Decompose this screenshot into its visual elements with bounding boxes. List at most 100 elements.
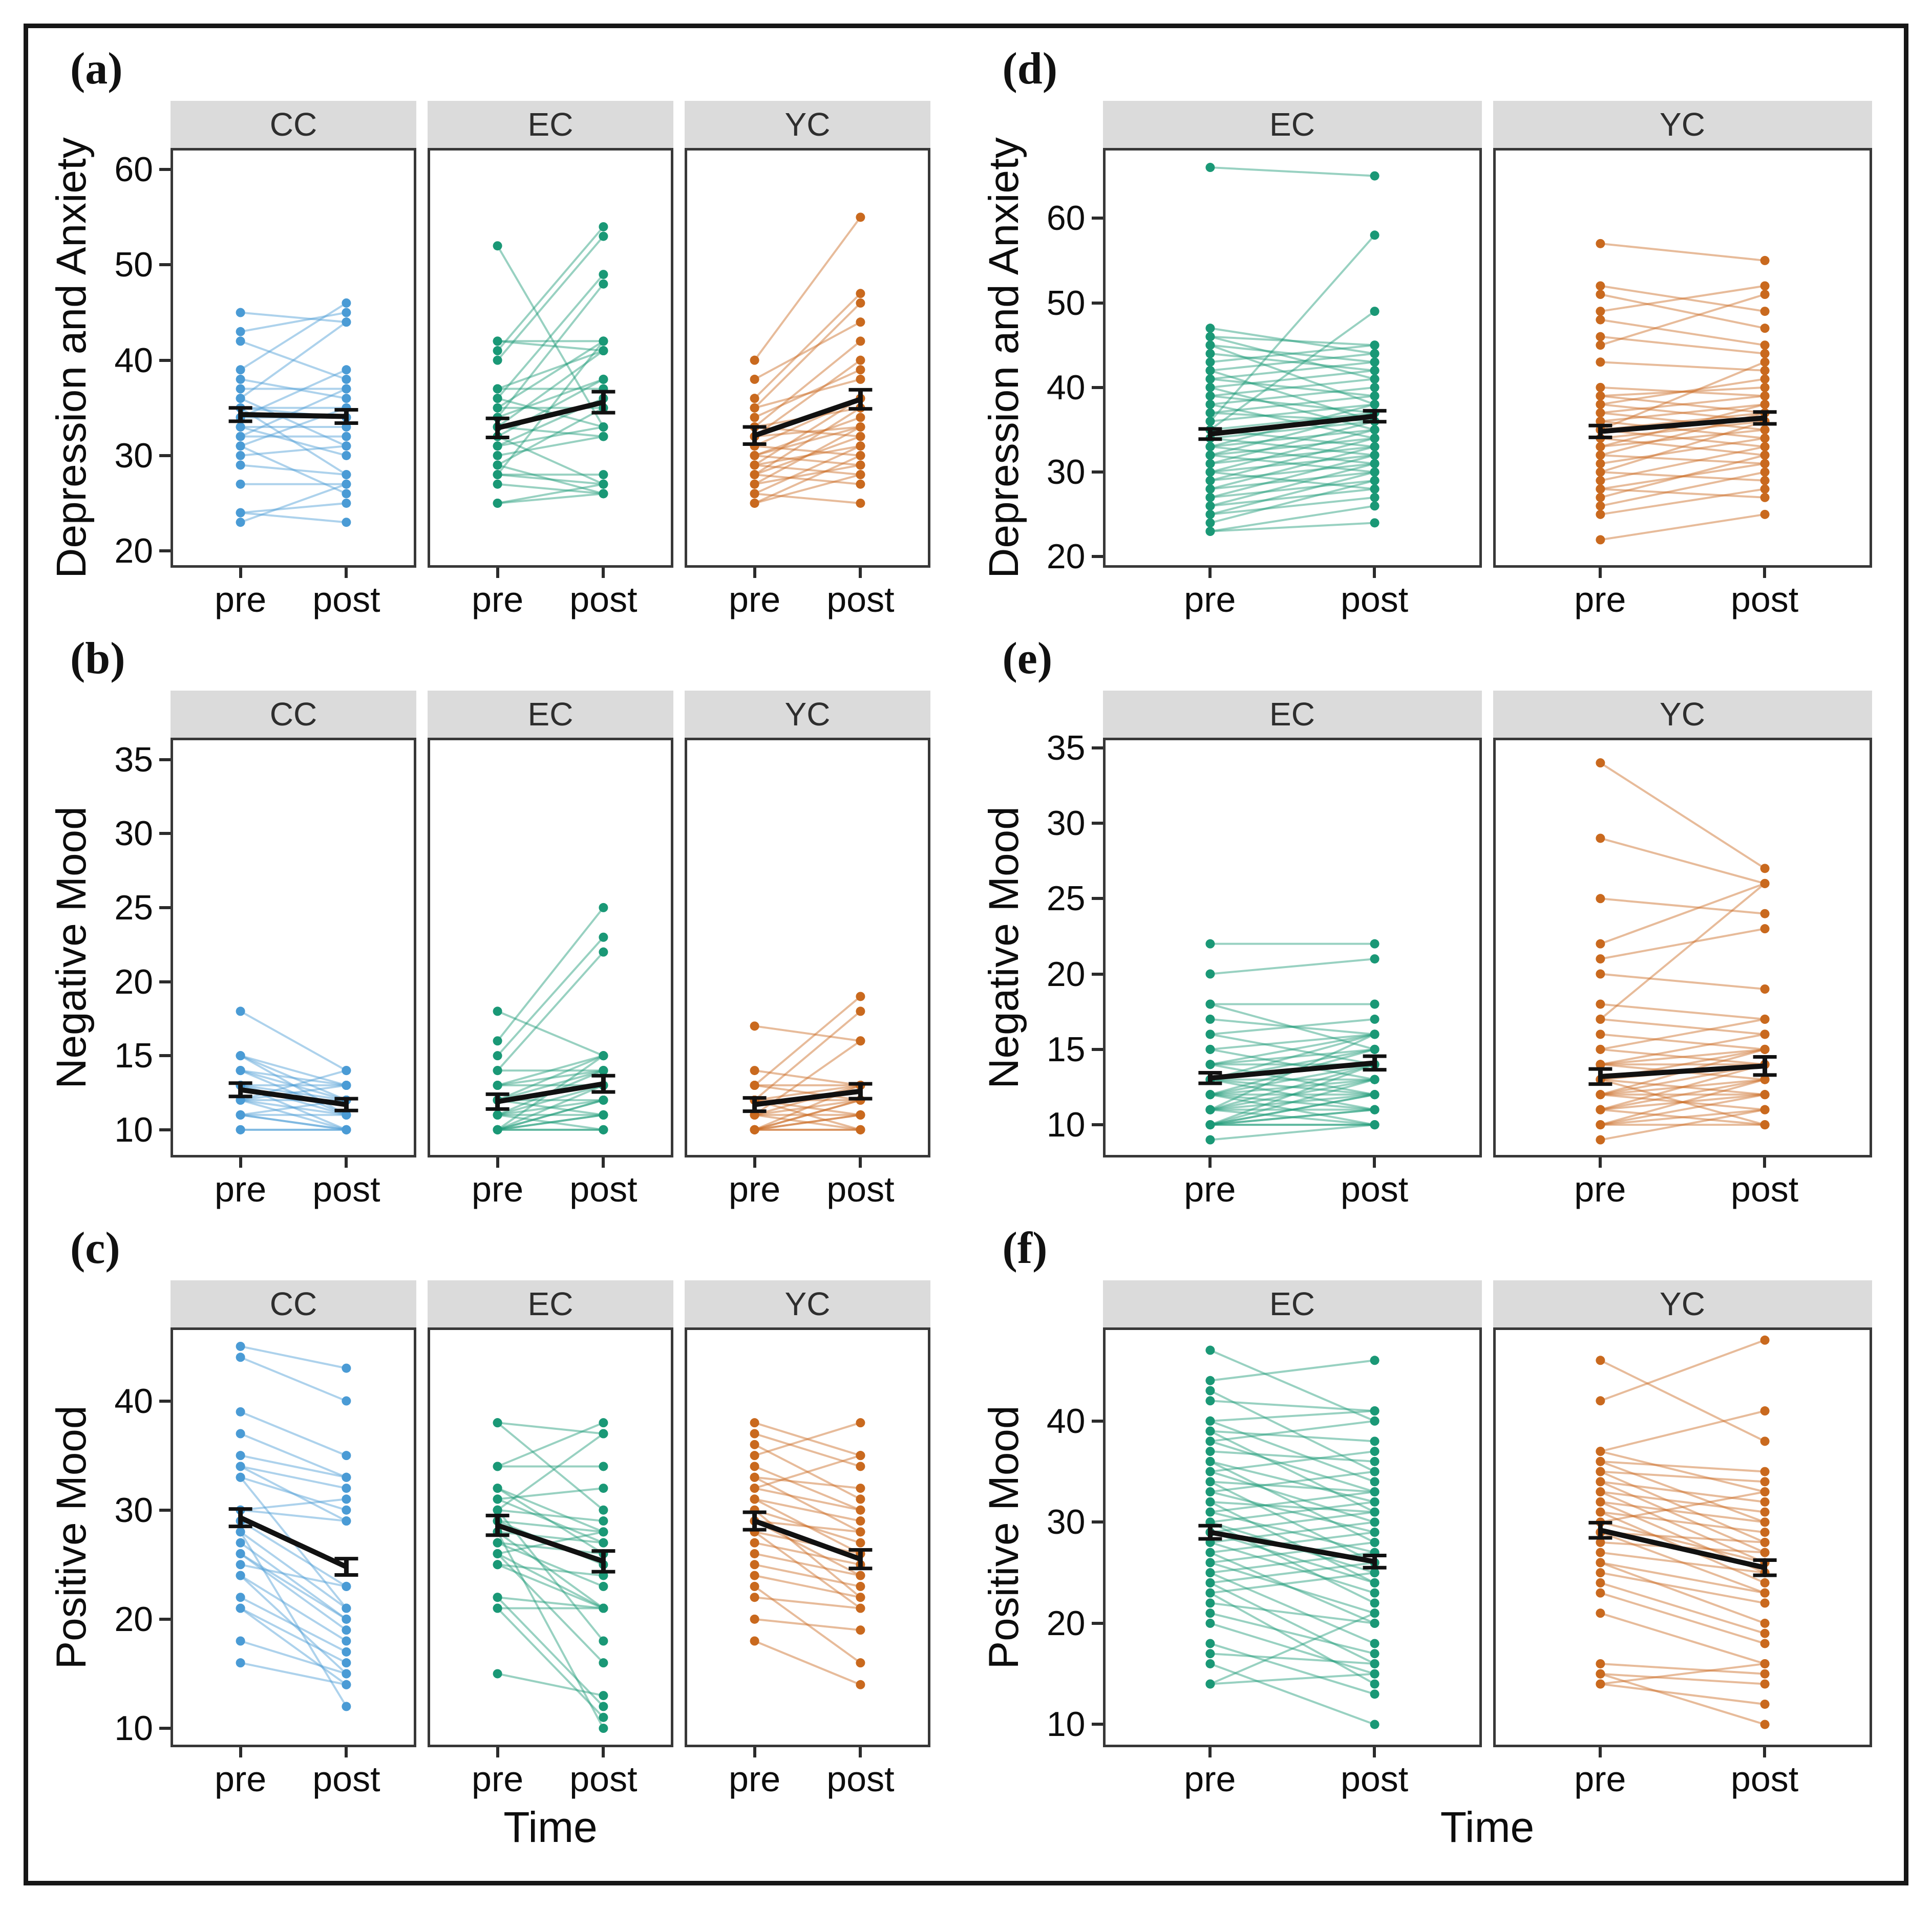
panel-a-body: Depression and Anxiety 20 30 40 50 60 CC pre pos… [41,101,959,621]
facet-plot [228,298,358,527]
x-tick-row: pre post [1103,1157,1482,1211]
x-tick-label: post [569,1169,638,1209]
x-tick-label: post [1340,1759,1409,1799]
y-tick-mark [1091,972,1103,976]
x-tick-label: pre [1184,1169,1236,1209]
panel-d-tag: (d) [1002,44,1058,94]
y-tick-mark [159,1054,171,1058]
facet-strip: YC [685,691,930,738]
y-tick-column: 10 20 30 40 [1034,1280,1103,1747]
x-tick-mark [753,568,756,578]
facet-plot-area [428,148,673,568]
y-tick-mark [159,980,171,983]
y-tick-label: 30 [1046,453,1086,492]
x-tick-mark [239,1157,242,1168]
y-tick-label: 10 [114,1110,153,1149]
facet-plot [485,903,615,1134]
x-tick-mark [1763,568,1767,578]
y-tick-mark [159,454,171,457]
subject-lines-group [1595,1335,1770,1729]
mean-group [1588,1520,1777,1577]
x-tick-label: post [1340,1169,1409,1209]
mean-group [1198,409,1387,441]
y-tick-label: 10 [1046,1705,1086,1744]
y-tick-mark [1091,217,1103,220]
panel-e: (e) Negative Mood 10 15 20 25 30 35 EC pre post YC… [974,623,1891,1211]
panel-a-tag: (a) [70,44,123,94]
facet-plot-area [428,738,673,1157]
x-tick-label: post [569,1759,638,1799]
y-tick-label: 40 [114,340,153,380]
x-tick-mark [859,1747,862,1757]
y-tick-mark [159,263,171,267]
y-tick-label: 20 [114,1599,153,1639]
y-tick-mark [159,1727,171,1730]
subject-lines-group [1595,239,1770,545]
y-tick-label: 15 [114,1036,153,1076]
y-tick-mark [1091,1047,1103,1051]
x-tick-row: pre post [1493,1157,1872,1211]
x-tick-mark [345,1157,348,1168]
facet-plot-area [171,738,416,1157]
y-tick-label: 30 [114,814,153,853]
x-tick-label: pre [729,580,781,619]
facet-plot [228,1006,358,1134]
facet-strip: YC [1493,101,1872,148]
subject-lines-group [493,903,608,1134]
mean-group [228,406,358,425]
x-tick-row: pre post [428,568,673,621]
x-tick-mark [602,1747,605,1757]
x-tick-label: pre [472,1759,524,1799]
x-tick-label: pre [472,1169,524,1209]
y-axis-label: Depression and Anxiety [48,137,95,578]
y-tick-mark [1091,1123,1103,1127]
x-tick-mark [1373,1157,1376,1168]
y-tick-mark [1091,555,1103,559]
subject-lines-group [1595,758,1770,1145]
x-tick-label: post [1730,1169,1799,1209]
subject-lines-group [1205,1345,1379,1729]
x-tick-row: pre post [171,568,416,621]
x-tick-row: pre post [171,1157,416,1211]
facets-row: EC pre post YC pre post [1102,1280,1872,1800]
facets-row: CC pre post EC pre post YC pre post [171,101,930,621]
facet-plot-area [1102,148,1482,568]
facet-cc: CC pre post [171,101,416,621]
x-tick-row: pre post [1103,1747,1482,1800]
facet-cc: CC pre post [171,1280,416,1800]
y-tick-label: 10 [114,1709,153,1748]
facet-plot-area [428,1327,673,1747]
x-axis-title: Time [503,1803,598,1851]
facet-yc: YC pre post [685,691,930,1211]
y-axis-label-column: Positive Mood [974,1280,1034,1800]
facet-plot [485,222,615,508]
figure-frame: (a) Depression and Anxiety 20 30 40 50 60 CC pr… [24,24,1908,1885]
facet-strip: EC [1102,1280,1482,1327]
panel-b-tag: (b) [70,634,125,683]
facet-strip: CC [171,691,416,738]
y-tick-column: 20 30 40 50 60 [1034,101,1103,576]
x-tick-label: post [1730,580,1799,619]
mean-group [485,390,615,439]
y-tick-label: 60 [1046,199,1086,238]
y-tick-mark [1091,1723,1103,1726]
facet-plot-area [171,148,416,568]
x-tick-label: pre [1184,1759,1236,1799]
facet-ec: EC pre post [1102,1280,1482,1800]
y-axis-label-column: Depression and Anxiety [974,101,1034,621]
x-tick-row: pre post [428,1157,673,1211]
y-tick-label: 30 [114,436,153,475]
panel-b: (b) Negative Mood 10 15 20 25 30 35 CC pre post EC… [41,623,959,1211]
subject-lines-group [493,1418,608,1733]
facet-plot-area [1493,148,1872,568]
y-tick-label: 30 [114,1490,153,1530]
y-tick-mark [159,168,171,171]
y-tick-mark [1091,1419,1103,1423]
y-tick-label: 30 [1046,804,1086,843]
x-tick-mark [345,1747,348,1757]
y-tick-label: 25 [1046,879,1086,918]
x-tick-mark [602,568,605,578]
x-tick-row: pre post [1493,568,1872,621]
y-tick-column: 10 15 20 25 30 35 [102,691,171,1157]
panel-d-body: Depression and Anxiety 20 30 40 50 60 EC pre pos… [974,101,1891,621]
